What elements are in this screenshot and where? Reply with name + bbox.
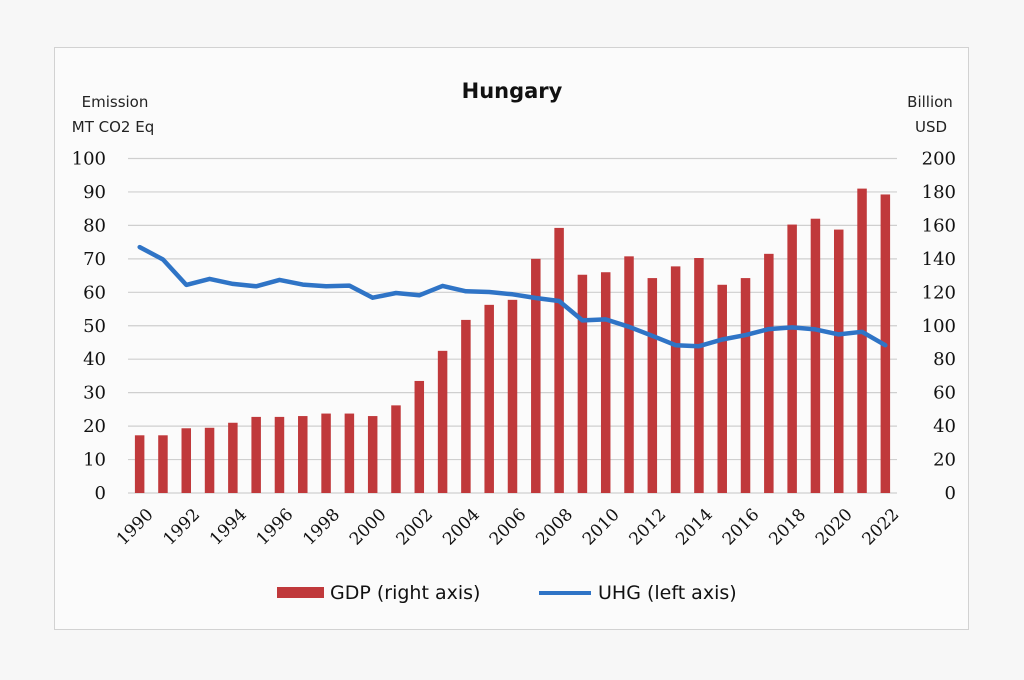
left-tick-label: 90 [83,182,106,203]
right-tick-label: 160 [922,215,956,236]
left-tick-label: 60 [83,282,106,303]
right-tick-label: 100 [922,316,956,337]
gdp-bar-2021 [857,188,867,494]
gdp-bar-2009 [577,274,588,493]
left-tick-label: 40 [83,349,106,370]
x-tick-label: 2004 [439,505,484,550]
right-axis-ticks: 0 20 40 60 80 100 120 140 160 180 200 [922,149,956,505]
left-tick-label: 50 [83,316,106,337]
right-tick-label: 40 [933,416,956,437]
x-tick-label: 2008 [532,505,577,550]
left-tick-label: 100 [72,149,106,170]
gdp-bar-1992 [181,428,192,493]
gdp-bar-2016 [740,278,751,493]
gdp-bars [134,188,891,494]
gdp-bar-1993 [204,427,215,493]
right-tick-label: 200 [922,149,956,170]
right-axis-title-line2: USD [915,118,947,136]
x-tick-label: 2022 [859,505,904,550]
x-tick-label: 2012 [626,505,671,550]
right-tick-label: 20 [933,450,956,471]
left-tick-label: 10 [83,450,106,471]
x-tick-label: 2000 [346,505,391,550]
gdp-bar-2001 [391,405,401,493]
left-tick-label: 0 [95,483,106,504]
gdp-bar-2020 [833,229,844,494]
left-tick-label: 30 [83,383,106,404]
gdp-bar-2010 [600,272,611,493]
x-tick-label: 1994 [206,505,251,550]
left-tick-label: 20 [83,416,106,437]
gdp-bar-2017 [764,253,774,493]
gdp-bar-1990 [134,435,145,493]
x-tick-label: 2018 [765,505,810,550]
right-tick-label: 140 [922,249,956,270]
chart-title: Hungary [462,79,563,103]
gdp-bar-1995 [251,416,261,493]
gdp-bar-2007 [531,258,541,493]
x-tick-label: 2014 [672,505,717,550]
legend-gdp-swatch [277,587,324,598]
gdp-bar-2018 [787,224,797,493]
right-tick-label: 0 [945,483,956,504]
x-tick-label: 1992 [159,505,204,550]
gdp-bar-2014 [694,258,704,493]
gdp-bar-1997 [298,416,308,493]
uhg-line [137,244,888,349]
gdp-bar-2005 [484,304,494,493]
left-axis-title-line1: Emission [82,93,149,111]
left-tick-label: 70 [83,249,106,270]
legend-gdp-label: GDP (right axis) [330,582,480,604]
right-tick-label: 80 [933,349,956,370]
left-axis-title-line2: MT CO2 Eq [72,118,154,136]
legend-uhg-label: UHG (left axis) [598,582,737,604]
gdp-bar-2015 [717,284,727,493]
x-tick-label: 1990 [113,505,158,550]
gdp-bar-1991 [158,435,168,493]
right-axis-title-line1: Billion [907,93,953,111]
gdp-bar-2019 [810,218,821,493]
gdp-bar-2000 [367,416,378,493]
x-tick-label: 2020 [812,505,857,550]
gdp-bar-2008 [554,227,564,493]
gdp-bar-2002 [414,380,425,493]
left-axis-ticks: 0 10 20 30 40 50 60 70 80 90 100 [72,149,106,505]
gdp-bar-2006 [507,299,518,493]
gdp-bar-2003 [437,350,448,493]
left-tick-label: 80 [83,215,106,236]
x-tick-label: 2010 [579,505,624,550]
x-tick-label: 1998 [299,505,344,550]
x-axis-ticks: 1990 1992 1994 1996 1998 2000 2002 2004 2006 2008… [113,505,903,550]
x-tick-label: 2016 [719,505,764,550]
gdp-bar-2013 [670,266,681,493]
gdp-bar-1998 [321,413,331,493]
legend: GDP (right axis) UHG (left axis) [277,582,737,604]
right-tick-label: 180 [922,182,956,203]
gdp-bar-1999 [344,413,355,493]
right-tick-label: 60 [933,383,956,404]
x-tick-label: 2002 [393,505,438,550]
gdp-bar-1994 [228,422,238,493]
x-tick-label: 2006 [486,505,531,550]
gdp-bar-2011 [624,256,634,493]
gdp-bar-2004 [461,319,471,493]
right-tick-label: 120 [922,282,956,303]
gdp-bar-2012 [647,278,658,493]
x-tick-label: 1996 [253,505,298,550]
gdp-bar-1996 [274,416,285,493]
